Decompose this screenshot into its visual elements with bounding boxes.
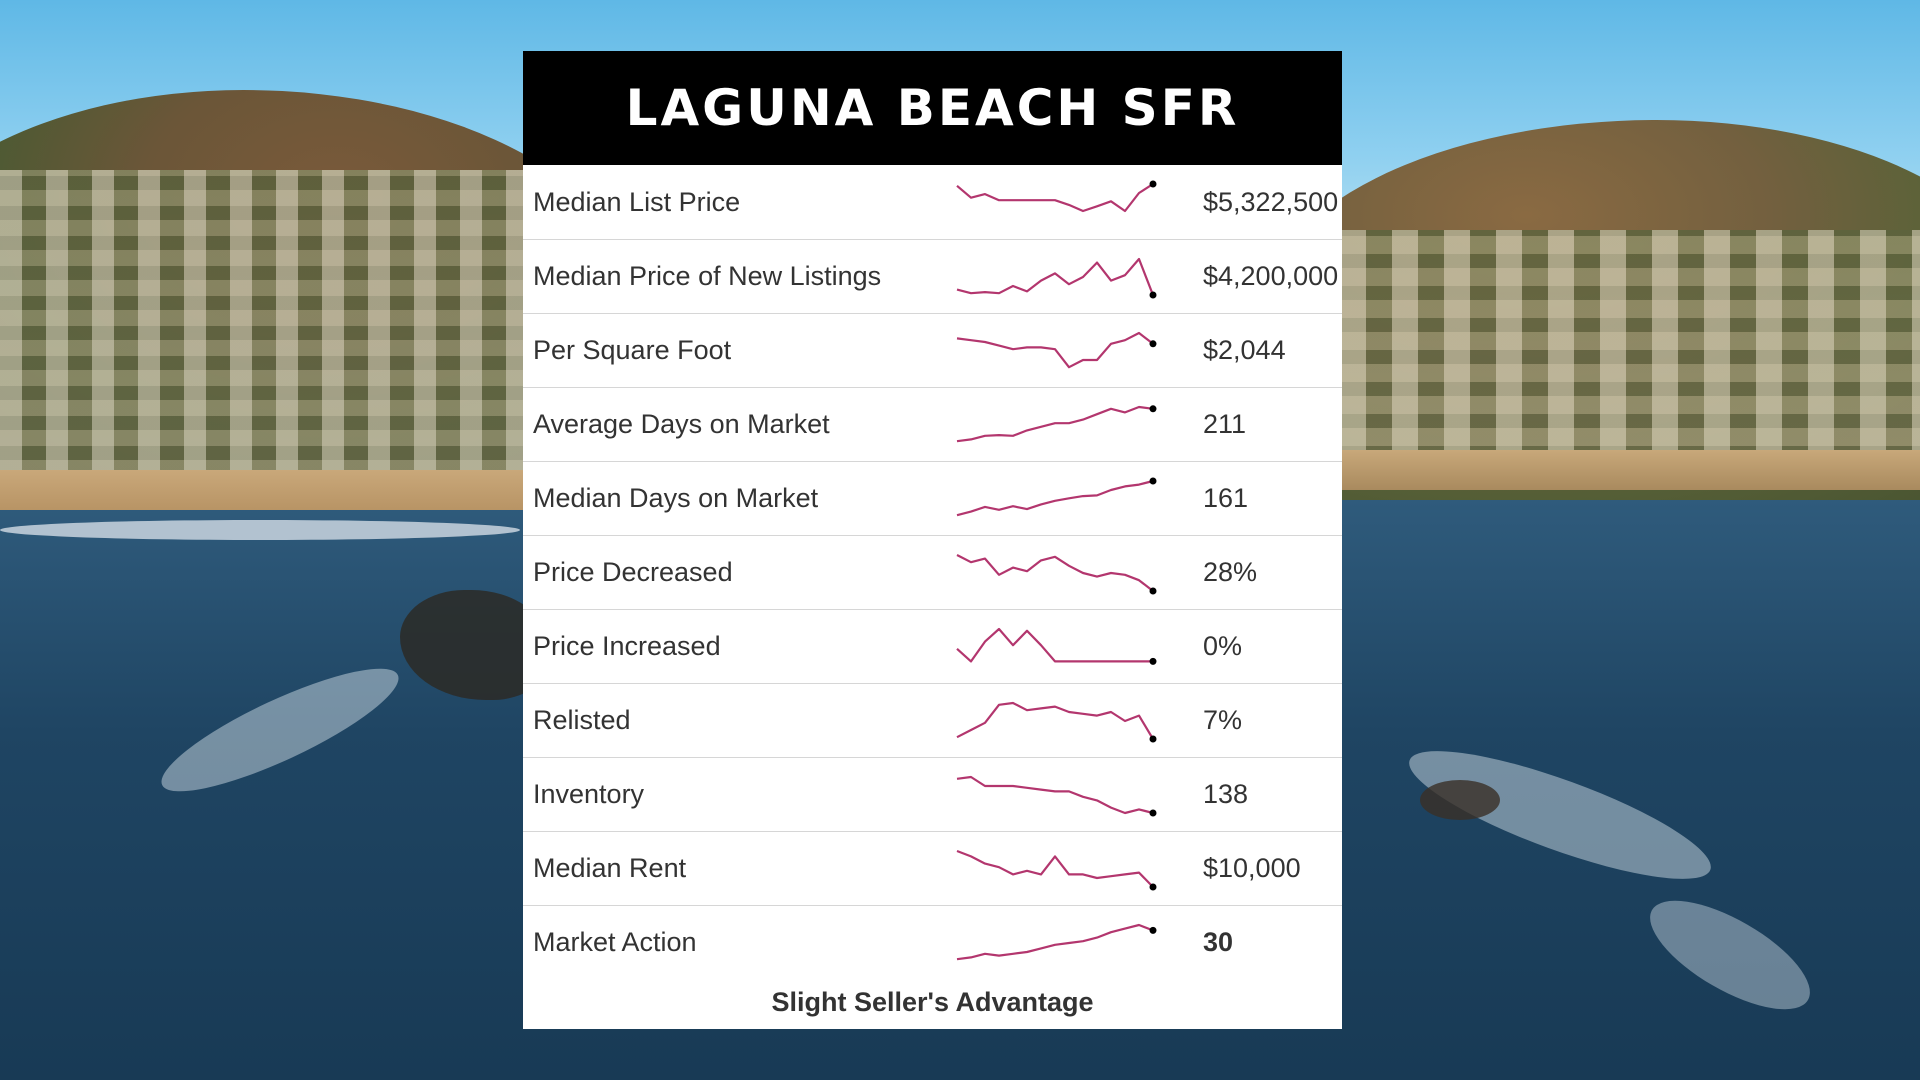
sparkline-svg — [956, 775, 1157, 816]
sparkline-svg — [956, 477, 1157, 516]
sparkline-svg — [956, 180, 1157, 213]
sparkline-end-dot — [1149, 587, 1157, 594]
sparkline-path — [956, 923, 1154, 960]
sparkline-path — [956, 405, 1154, 442]
stat-label: Median List Price — [533, 186, 741, 217]
stat-label: Market Action — [533, 927, 697, 957]
sparkline-path — [956, 479, 1154, 516]
sparkline-end-dot — [1149, 339, 1157, 347]
hillside-houses-left — [0, 170, 560, 490]
sparkline-path — [956, 257, 1155, 295]
trend-sparkline — [953, 326, 1173, 376]
sparkline-svg — [956, 923, 1157, 960]
sparkline-end-dot — [1149, 735, 1157, 742]
stat-value: $2,044 — [1203, 335, 1286, 365]
stat-label: Median Rent — [533, 853, 687, 883]
sparkline-svg — [956, 553, 1157, 594]
sparkline-svg — [956, 257, 1157, 298]
stat-value: $4,200,000 — [1203, 261, 1339, 291]
stat-row: Price Increased 0% — [523, 609, 1342, 683]
stat-row: Median List Price $5,322,500 — [523, 165, 1342, 239]
stat-row: Relisted 7% — [523, 683, 1342, 757]
hillside-houses-right — [1340, 230, 1920, 460]
stat-value: $5,322,500 — [1203, 186, 1339, 217]
trend-sparkline — [953, 177, 1173, 227]
sparkline-path — [956, 183, 1154, 213]
stat-label: Relisted — [533, 705, 631, 735]
sparkline-path — [956, 849, 1154, 888]
sparkline-end-dot — [1149, 809, 1157, 816]
stat-row: Median Price of New Listings $4,200,000 — [523, 239, 1342, 313]
sparkline-path — [956, 775, 1154, 814]
trend-sparkline — [953, 548, 1173, 598]
stat-value: 161 — [1203, 483, 1249, 513]
trend-sparkline — [953, 252, 1173, 302]
stat-label: Price Increased — [533, 631, 721, 661]
beach-right — [1340, 450, 1920, 490]
stat-value: 138 — [1203, 779, 1249, 809]
sparkline-svg — [956, 331, 1157, 368]
sparkline-end-dot — [1149, 291, 1157, 298]
sparkline-svg — [956, 701, 1157, 742]
sparkline-svg — [956, 404, 1157, 442]
trend-sparkline — [953, 400, 1173, 450]
sparkline-end-dot — [1149, 657, 1157, 665]
sparkline-path — [956, 553, 1154, 592]
sparkline-end-dot — [1149, 883, 1157, 890]
stats-table: Median List Price $5,322,500 Median Price … — [523, 165, 1342, 979]
market-verdict: Slight Seller's Advantage — [771, 987, 1094, 1017]
rocks — [1420, 780, 1500, 820]
sparkline-svg — [956, 849, 1157, 890]
sparkline-svg — [956, 627, 1157, 665]
market-stats-card: LAGUNA BEACH SFR Median List Price $5,322… — [523, 51, 1342, 1029]
trend-sparkline — [953, 770, 1173, 820]
sparkline-end-dot — [1149, 180, 1157, 188]
stat-value: 30 — [1203, 927, 1234, 957]
sparkline-end-dot — [1149, 404, 1157, 412]
trend-sparkline — [953, 696, 1173, 746]
beach-left — [0, 470, 560, 510]
stat-label: Per Square Foot — [533, 335, 732, 365]
card-header: LAGUNA BEACH SFR — [523, 51, 1342, 165]
stat-label: Average Days on Market — [533, 409, 830, 439]
wave-foam — [0, 520, 520, 540]
stat-row: Median Days on Market 161 — [523, 461, 1342, 535]
stat-label: Median Days on Market — [533, 483, 819, 513]
sparkline-end-dot — [1149, 926, 1157, 934]
stat-row: Market Action 30 — [523, 905, 1342, 979]
card-title: LAGUNA BEACH SFR — [625, 79, 1240, 137]
sparkline-path — [956, 331, 1154, 368]
trend-sparkline — [953, 474, 1173, 524]
trend-sparkline — [953, 844, 1173, 894]
stat-value: 7% — [1203, 705, 1243, 735]
stat-value: 211 — [1203, 409, 1247, 439]
stat-label: Price Decreased — [533, 557, 733, 587]
stat-row: Per Square Foot $2,044 — [523, 313, 1342, 387]
stat-row: Average Days on Market 211 — [523, 387, 1342, 461]
stat-row: Price Decreased 28% — [523, 535, 1342, 609]
stat-value: $10,000 — [1203, 853, 1301, 883]
stat-row: Inventory 138 — [523, 757, 1342, 831]
trend-sparkline — [953, 918, 1173, 968]
stat-row: Median Rent $10,000 — [523, 831, 1342, 905]
sparkline-path — [956, 701, 1154, 740]
stat-value: 0% — [1203, 631, 1243, 661]
stat-label: Inventory — [533, 779, 645, 809]
sparkline-path — [956, 627, 1153, 663]
trend-sparkline — [953, 622, 1173, 672]
sparkline-end-dot — [1149, 477, 1157, 484]
stat-value: 28% — [1203, 557, 1258, 587]
stat-label: Median Price of New Listings — [533, 261, 882, 291]
